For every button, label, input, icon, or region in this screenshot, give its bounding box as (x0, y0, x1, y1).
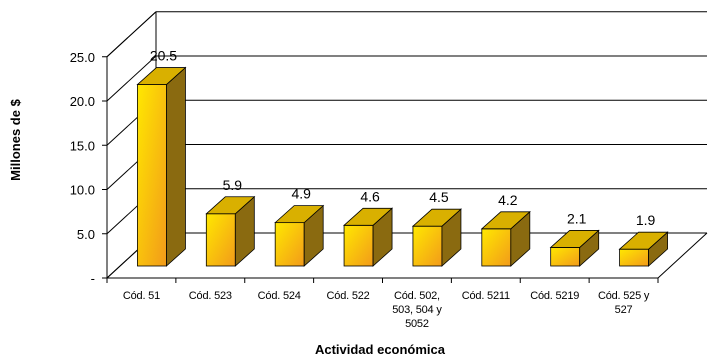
y-tick-label: 5.0 (77, 227, 95, 242)
data-label: 2.1 (567, 210, 587, 226)
y-tick-label: 20.0 (70, 94, 95, 109)
bar-front (481, 228, 512, 267)
bar-front (274, 222, 305, 267)
bar-front (137, 84, 167, 267)
x-axis-title: Actividad económica (315, 342, 446, 357)
y-tick-label: 15.0 (70, 138, 95, 153)
x-tick-label: Cód. 5211 (462, 290, 510, 302)
bar-front (619, 248, 649, 267)
gridline-diagonal (106, 11, 157, 58)
bar (136, 66, 187, 267)
bar (411, 208, 462, 267)
bar (549, 229, 600, 267)
y-tick-label: 25.0 (70, 50, 95, 65)
x-tick-label: Cód. 502, 503, 504 y 5052 (392, 290, 442, 330)
x-axis-categories: Cód. 51 Cód. 523 Cód. 524 Cód. 522 Cód. 502,… (106, 278, 659, 330)
y-axis-title: Millones de $ (8, 98, 23, 180)
data-label: 1.9 (636, 212, 656, 228)
bar-side (166, 66, 186, 267)
bar-front (550, 247, 581, 267)
x-tick-label: Cód. 5219 (530, 290, 579, 302)
data-label: 4.6 (360, 188, 380, 204)
data-label: 4.2 (498, 192, 518, 208)
bar-front (205, 213, 236, 267)
x-tick-label: Cód. 522 (327, 290, 370, 302)
bar-top (480, 211, 531, 230)
data-label: 4.9 (291, 186, 311, 202)
y-tick-label: 10.0 (70, 183, 95, 198)
bar-front (343, 224, 374, 267)
x-tick-label: Cód. 525 y 527 (598, 290, 650, 316)
bar-top (343, 207, 394, 226)
bar (618, 231, 669, 267)
gridlines (102, 11, 707, 279)
x-tick-label: Cód. 523 (189, 290, 232, 302)
bar-top (618, 231, 669, 250)
x-tick-label: Cód. 524 (258, 290, 301, 302)
bar (274, 204, 325, 267)
bar (205, 195, 256, 267)
floor-edge (107, 232, 708, 279)
data-label: 5.9 (223, 177, 243, 193)
bar (343, 207, 394, 267)
gridline-diagonal (106, 55, 157, 102)
bar-top (549, 230, 600, 248)
bar-top (411, 208, 462, 227)
y-tick-label: - (91, 271, 95, 286)
data-label: 4.5 (429, 189, 449, 205)
data-label: 20.5 (150, 48, 177, 64)
bar-front (412, 225, 443, 267)
bar-top (205, 196, 256, 215)
x-tick-label: Cód. 51 (123, 290, 160, 302)
y-axis-ticks: - 5.0 10.0 15.0 20.0 25.0 (70, 50, 95, 286)
bar-top (274, 205, 325, 224)
bar-top (136, 67, 187, 85)
bars: 20.5 5.9 4.9 4.6 4.5 4.2 2.1 1.9 (136, 48, 669, 267)
bar (480, 210, 531, 267)
